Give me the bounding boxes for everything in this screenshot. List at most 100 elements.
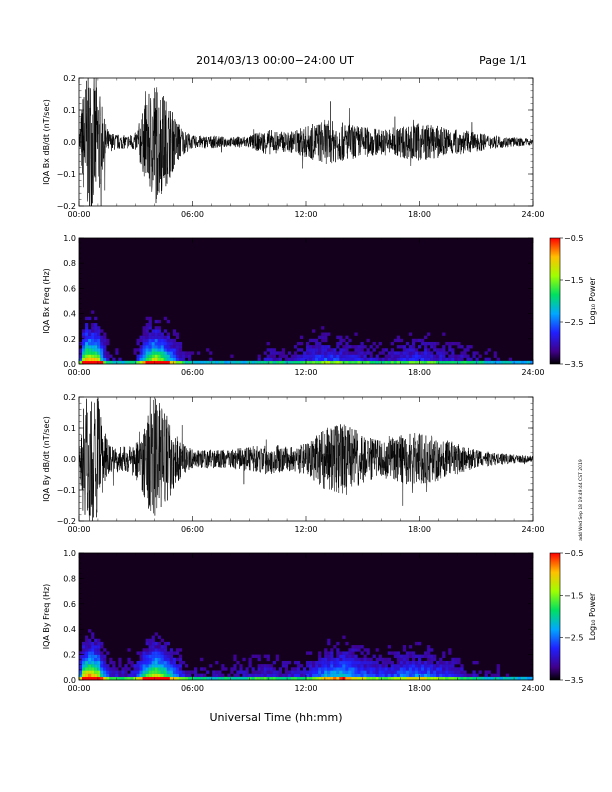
spectrogram-cell bbox=[333, 657, 337, 662]
spectrogram-cell bbox=[91, 664, 95, 668]
spectrogram-cell bbox=[85, 360, 89, 365]
spectrogram-cell bbox=[275, 670, 279, 674]
spectrogram-cell bbox=[160, 673, 164, 678]
spectrogram-cell bbox=[414, 351, 419, 355]
spectrogram-cell bbox=[154, 657, 158, 662]
spectrogram-cell bbox=[457, 360, 461, 365]
spectrogram-cell bbox=[284, 667, 289, 671]
spectrogram-cell bbox=[157, 654, 161, 658]
colorbar-tick-label: −0.5 bbox=[564, 234, 583, 243]
spectrogram-cell bbox=[127, 660, 131, 665]
spectrogram-cell bbox=[151, 341, 155, 346]
spectrogram-cell bbox=[439, 664, 443, 668]
spectrogram-cell bbox=[523, 360, 528, 365]
spectrogram-cell bbox=[333, 673, 337, 678]
spectrogram-cell bbox=[82, 670, 86, 674]
spectrogram-cell bbox=[166, 673, 170, 678]
spectrogram-cell bbox=[363, 676, 367, 681]
spectrogram-cell bbox=[151, 345, 155, 349]
spectrogram-cell bbox=[254, 676, 258, 681]
spectrogram-cell bbox=[88, 654, 92, 658]
spectrogram-cell bbox=[309, 348, 313, 352]
spectrogram-cell bbox=[142, 348, 146, 352]
x-tick-label: 18:00 bbox=[408, 210, 431, 219]
spectrogram-cell bbox=[342, 338, 346, 343]
spectrogram-cell bbox=[230, 676, 234, 681]
spectrogram-cell bbox=[306, 341, 310, 346]
spectrogram-cell bbox=[242, 657, 246, 662]
spectrogram-cell bbox=[402, 673, 407, 678]
spectrogram-cell bbox=[363, 648, 367, 652]
spectrogram-cell bbox=[366, 660, 370, 665]
spectrogram-cell bbox=[372, 676, 376, 681]
spectrogram-cell bbox=[315, 660, 319, 665]
spectrogram-cell bbox=[181, 351, 186, 355]
spectrogram-cell bbox=[175, 657, 180, 662]
spectrogram-cell bbox=[363, 357, 367, 362]
spectrogram-cell bbox=[103, 345, 107, 349]
spectrogram-cell bbox=[178, 341, 183, 346]
spectrogram-cell bbox=[405, 670, 410, 674]
spectrogram-cell bbox=[163, 354, 167, 358]
spectrogram-cell bbox=[151, 673, 155, 678]
spectrogram-cell bbox=[124, 360, 128, 365]
spectrogram-cell bbox=[399, 664, 404, 668]
spectrogram-cell bbox=[85, 645, 89, 649]
spectrogram-cell bbox=[369, 345, 373, 349]
spectrogram-cell bbox=[336, 673, 340, 678]
spectrogram-cell bbox=[100, 664, 104, 668]
spectrogram-cell bbox=[203, 360, 207, 365]
spectrogram-cell bbox=[97, 338, 101, 343]
spectrogram-cell bbox=[299, 341, 304, 346]
spectrogram-cell bbox=[148, 345, 152, 349]
spectrogram-cell bbox=[172, 676, 177, 681]
spectrogram-cell bbox=[169, 357, 174, 362]
spectrogram-cell bbox=[112, 676, 116, 681]
spectrogram-cell bbox=[151, 670, 155, 674]
spectrogram-cell bbox=[200, 360, 204, 365]
spectrogram-cell bbox=[457, 341, 461, 346]
spectrogram-cell bbox=[178, 648, 183, 652]
spectrogram-cell bbox=[88, 638, 92, 643]
spectrogram-cell bbox=[130, 670, 134, 674]
spectrogram-cell bbox=[372, 660, 376, 665]
spectrogram-cell bbox=[321, 345, 325, 349]
spectrogram-cell bbox=[442, 348, 446, 352]
spectrogram-cell bbox=[396, 654, 401, 658]
spectrogram-cell bbox=[460, 664, 464, 668]
spectrogram-cell bbox=[366, 360, 370, 365]
spectrogram-cell bbox=[427, 354, 431, 358]
spectrogram-cell bbox=[160, 351, 164, 355]
spectrogram-cell bbox=[390, 673, 394, 678]
spectrogram-cell bbox=[151, 645, 155, 649]
spectrogram-cell bbox=[157, 635, 161, 639]
spectrogram-cell bbox=[430, 345, 434, 349]
spectrogram-cell bbox=[142, 657, 146, 662]
spectrogram-cell bbox=[293, 360, 298, 365]
spectrogram-cell bbox=[148, 326, 152, 330]
spectrogram-cell bbox=[357, 357, 361, 362]
x-tick-label: 06:00 bbox=[181, 210, 204, 219]
spectrogram-cell bbox=[360, 673, 364, 678]
spectrogram-cell bbox=[136, 667, 140, 671]
spectrogram-cell bbox=[269, 673, 273, 678]
spectrogram-cell bbox=[266, 357, 270, 362]
spectrogram-cell bbox=[112, 673, 116, 678]
spectrogram-cell bbox=[82, 329, 86, 333]
spectrogram-cell bbox=[457, 357, 461, 362]
spectrogram-cell bbox=[154, 632, 158, 636]
spectrogram-cell bbox=[366, 357, 370, 362]
spectrogram-cell bbox=[324, 660, 328, 665]
spectrogram-cell bbox=[342, 348, 346, 352]
spectrogram-cell bbox=[151, 641, 155, 646]
spectrogram-cell bbox=[154, 664, 158, 668]
spectrogram-cell bbox=[324, 345, 328, 349]
spectrogram-cell bbox=[299, 664, 304, 668]
spectrogram-cell bbox=[94, 638, 98, 643]
colorbar-tick-label: −1.5 bbox=[564, 591, 583, 600]
spectrogram-cell bbox=[85, 338, 89, 343]
spectrogram-cell bbox=[324, 673, 328, 678]
spectrogram-cell bbox=[178, 654, 183, 658]
spectrogram-cell bbox=[427, 664, 431, 668]
spectrogram-cell bbox=[439, 657, 443, 662]
